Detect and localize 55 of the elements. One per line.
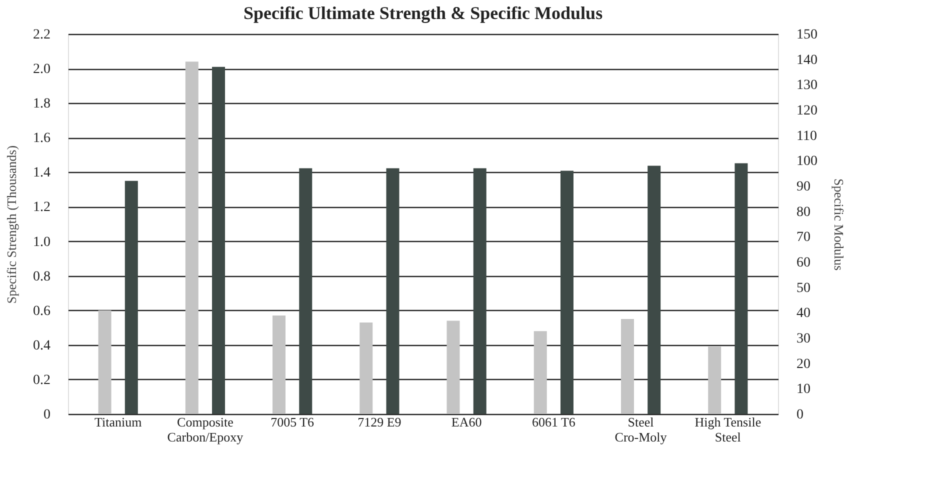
bar (648, 166, 661, 414)
y2-tick-label: 20 (796, 356, 810, 372)
x-tick-label: Steel Cro-Moly (614, 414, 668, 444)
y-tick-label: 1.8 (33, 96, 50, 112)
y2-tick-label: 90 (796, 180, 810, 194)
bar (534, 331, 547, 414)
y2-tick-label: 100 (796, 154, 818, 170)
bar (124, 180, 138, 414)
y2-axis-title: Specific Modulus (832, 178, 846, 271)
bar (560, 170, 574, 414)
chart-title: Specific Ultimate Strength & Specific Modulus (243, 3, 603, 23)
bar (386, 168, 400, 414)
bar (212, 66, 226, 414)
y2-tick-label: 40 (796, 306, 810, 322)
x-tick-label: 6061 T6 (532, 414, 576, 430)
y-tick-label: 0.2 (33, 372, 50, 388)
bar (98, 310, 112, 414)
y-tick-label: 0.6 (33, 304, 50, 319)
y2-tick-label: 80 (796, 204, 810, 220)
bar (620, 319, 634, 414)
y-tick-label: 1.4 (33, 166, 50, 181)
x-tick-label: Composite Carbon/Epoxy (167, 414, 244, 444)
bar (708, 346, 722, 414)
x-tick-label: Titanium (94, 414, 142, 430)
bar (446, 320, 460, 414)
y2-tick-label: 120 (796, 104, 818, 118)
y-tick-label: 1.6 (33, 131, 50, 146)
y2-tick-label: 70 (796, 230, 810, 246)
y2-tick-label: 130 (796, 78, 818, 94)
bar (473, 168, 486, 414)
y2-tick-label: 10 (796, 382, 810, 398)
x-tick-label: High Tensile Steel (694, 414, 762, 444)
y2-tick-label: 150 (796, 28, 818, 42)
y-tick-label: 2.0 (33, 62, 50, 78)
y-tick-label: 0 (44, 408, 50, 422)
bar (734, 163, 748, 414)
y-tick-label: 2.2 (33, 28, 50, 42)
bar (360, 322, 373, 414)
x-tick-label: EA60 (451, 414, 482, 430)
bar (299, 168, 312, 414)
bar (185, 62, 198, 414)
bar (272, 316, 286, 414)
x-tick-label: 7005 T6 (270, 414, 315, 430)
y2-tick-label: 110 (796, 128, 817, 144)
y2-tick-label: 50 (796, 280, 810, 296)
y2-tick-label: 60 (796, 256, 810, 270)
y-tick-label: 1.2 (33, 200, 50, 216)
y-axis-title: Specific Strength (Thousands) (4, 145, 19, 304)
y-tick-label: 0.4 (33, 338, 50, 354)
y2-tick-label: 30 (796, 332, 810, 346)
y2-tick-label: 0 (796, 408, 804, 422)
y-tick-label: 1.0 (33, 234, 50, 250)
y2-tick-label: 140 (796, 52, 818, 68)
y-tick-label: 0.8 (33, 269, 50, 284)
x-tick-label: 7129 E9 (358, 414, 402, 430)
